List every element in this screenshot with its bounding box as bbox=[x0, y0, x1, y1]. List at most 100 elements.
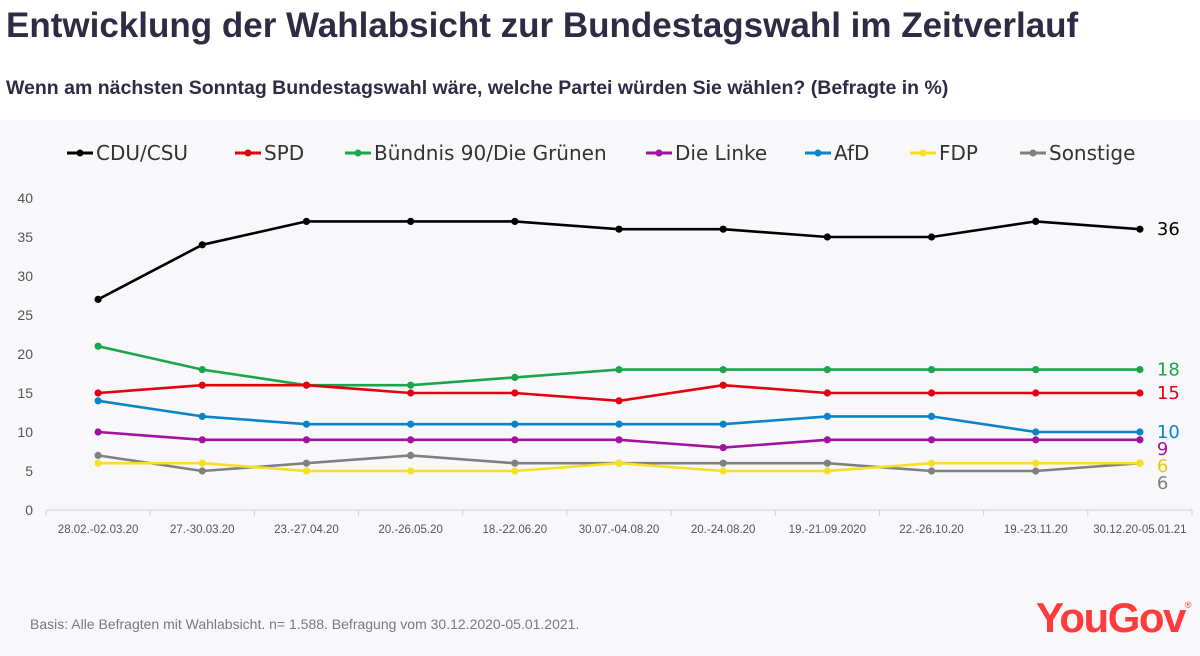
end-label-fdp: 6 bbox=[1157, 456, 1168, 477]
y-tick-label: 35 bbox=[17, 229, 33, 245]
data-point bbox=[1136, 366, 1144, 374]
data-point bbox=[407, 467, 415, 475]
data-point bbox=[823, 436, 831, 444]
y-tick-label: 30 bbox=[17, 268, 33, 284]
legend-marker bbox=[1029, 149, 1037, 157]
legend-item-b-ndnis-90-die-gr-nen: Bündnis 90/Die Grünen bbox=[345, 141, 607, 165]
legend-label: Sonstige bbox=[1049, 141, 1135, 165]
footnote: Basis: Alle Befragten mit Wahlabsicht. n… bbox=[30, 616, 580, 632]
data-point bbox=[823, 467, 831, 475]
data-point bbox=[927, 412, 936, 420]
x-tick-label: 20.-24.08.20 bbox=[691, 524, 756, 536]
registered-mark: ® bbox=[1184, 600, 1192, 610]
legend-marker bbox=[814, 149, 822, 157]
legend-item-cdu-csu: CDU/CSU bbox=[67, 141, 188, 165]
data-point bbox=[719, 366, 727, 374]
data-point bbox=[1032, 428, 1040, 436]
data-point bbox=[1136, 428, 1144, 436]
y-axis: 0 5 10 15 20 25 30 35 40 bbox=[17, 190, 33, 518]
end-label-die-linke: 9 bbox=[1157, 439, 1168, 460]
legend-marker bbox=[244, 149, 252, 157]
series-die-linke bbox=[94, 428, 1144, 452]
data-point bbox=[198, 366, 206, 374]
series-cdu-csu bbox=[94, 217, 1144, 303]
legend-marker bbox=[919, 149, 927, 157]
header: Entwicklung der Wahlabsicht zur Bundesta… bbox=[0, 0, 1200, 120]
legend-label: SPD bbox=[264, 141, 304, 165]
data-point bbox=[94, 342, 102, 350]
data-point bbox=[823, 412, 831, 420]
x-tick-label: 19.-21.09.2020 bbox=[789, 524, 866, 536]
data-point bbox=[94, 389, 102, 397]
legend-marker bbox=[354, 149, 362, 157]
end-label-b-ndnis-90-die-gr-nen: 18 bbox=[1157, 360, 1180, 381]
line-chart: CDU/CSU SPD Bündnis 90/Die Grünen Die Linke… bbox=[17, 141, 1193, 536]
page-subtitle: Wenn am nächsten Sonntag Bundestagswahl … bbox=[6, 77, 949, 99]
data-point bbox=[1032, 459, 1040, 467]
data-point bbox=[927, 459, 936, 467]
y-tick-label: 5 bbox=[25, 463, 33, 479]
data-point bbox=[511, 389, 519, 397]
data-point bbox=[407, 436, 415, 444]
data-point bbox=[511, 217, 519, 225]
legend-label: Die Linke bbox=[675, 141, 767, 165]
data-point bbox=[1032, 366, 1040, 374]
x-tick-label: 22.-26.10.20 bbox=[899, 524, 964, 536]
data-point bbox=[302, 381, 311, 389]
series-spd bbox=[94, 381, 1144, 405]
series-afd bbox=[94, 397, 1144, 436]
logo-text: YouGov bbox=[1036, 594, 1186, 641]
data-point bbox=[302, 420, 311, 428]
data-point bbox=[1136, 459, 1144, 467]
data-point bbox=[719, 467, 727, 475]
data-point bbox=[407, 420, 415, 428]
data-point bbox=[198, 381, 206, 389]
data-point bbox=[615, 366, 623, 374]
data-point bbox=[94, 428, 102, 436]
data-point bbox=[719, 225, 727, 233]
x-tick-label: 19.-23.11.20 bbox=[1004, 524, 1068, 536]
legend-item-sonstige: Sonstige bbox=[1020, 141, 1135, 165]
legend-label: Bündnis 90/Die Grünen bbox=[374, 141, 607, 165]
data-point bbox=[1136, 389, 1144, 397]
y-tick-label: 40 bbox=[17, 190, 33, 206]
data-point bbox=[407, 389, 415, 397]
series-b-ndnis-90-die-gr-nen bbox=[94, 342, 1144, 389]
data-point bbox=[719, 444, 727, 452]
legend-item-fdp: FDP bbox=[910, 141, 978, 165]
data-point bbox=[94, 397, 102, 405]
data-point bbox=[1032, 467, 1040, 475]
legend-marker bbox=[655, 149, 663, 157]
data-point bbox=[94, 459, 102, 467]
data-point bbox=[1032, 217, 1040, 225]
data-point bbox=[511, 373, 519, 381]
data-point bbox=[198, 467, 206, 475]
data-point bbox=[823, 233, 831, 241]
data-point bbox=[927, 233, 936, 241]
series-lines bbox=[94, 217, 1144, 475]
legend-label: AfD bbox=[834, 141, 869, 165]
yougov-logo: YouGov® bbox=[1036, 594, 1192, 642]
data-point bbox=[927, 366, 936, 374]
data-point bbox=[94, 451, 102, 459]
data-point bbox=[302, 217, 311, 225]
end-label-spd: 15 bbox=[1157, 383, 1180, 404]
y-tick-label: 20 bbox=[17, 346, 33, 362]
x-tick-label: 18.-22.06.20 bbox=[483, 524, 548, 536]
data-point bbox=[511, 420, 519, 428]
data-point bbox=[719, 381, 727, 389]
data-point bbox=[407, 217, 415, 225]
data-point bbox=[719, 420, 727, 428]
legend-label: FDP bbox=[939, 141, 978, 165]
x-tick-label: 30.12.20-05.01.21 bbox=[1093, 524, 1186, 536]
data-point bbox=[511, 467, 519, 475]
series-fdp bbox=[94, 459, 1144, 475]
data-point bbox=[823, 389, 831, 397]
data-point bbox=[615, 420, 623, 428]
legend: CDU/CSU SPD Bündnis 90/Die Grünen Die Linke… bbox=[67, 141, 1135, 165]
data-point bbox=[511, 436, 519, 444]
data-point bbox=[719, 459, 727, 467]
legend-label: CDU/CSU bbox=[96, 141, 188, 165]
data-point bbox=[302, 467, 311, 475]
